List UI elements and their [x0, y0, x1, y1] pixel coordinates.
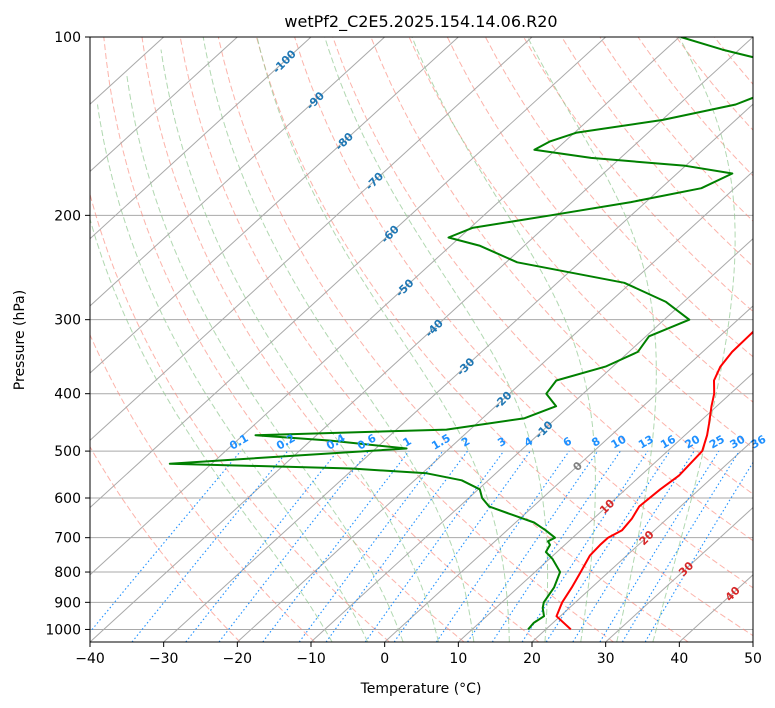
- isotherm: [90, 37, 753, 642]
- plot-frame: [89, 36, 754, 643]
- axis-ticks: −40 −30 −20 −10 0 10 20 30 40 50 100 200 300 400 500 60…: [45, 30, 762, 667]
- isotherm: [384, 305, 753, 642]
- dry-adiabat: [90, 445, 241, 642]
- y-axis-label: Pressure (hPa): [12, 290, 28, 390]
- moist-adiabat: [202, 37, 475, 642]
- isotherm: [90, 37, 238, 173]
- chart-title: wetPf2_C2E5.2025.154.14.06.R20: [284, 12, 557, 32]
- y-tick-label: 200: [54, 208, 81, 224]
- y-tick-label: 1000: [45, 622, 81, 638]
- y-tick-label: 700: [54, 531, 81, 547]
- mixing-ratio-line: [435, 450, 570, 642]
- mixing-ratio-line: [621, 450, 740, 642]
- dry-adiabat: [90, 333, 316, 642]
- series-lines: [168, 37, 753, 631]
- dry-adiabat: [370, 37, 753, 495]
- mixing-ratio-line: [521, 450, 649, 642]
- x-tick-label: −30: [149, 651, 179, 667]
- moist-adiabat: [411, 37, 596, 642]
- isotherm: [605, 506, 753, 642]
- moist-adiabat: [324, 37, 549, 642]
- moist-adiabat: [652, 37, 736, 642]
- mixing-ratio-line: [298, 450, 444, 642]
- mixing-ratio-line: [131, 450, 289, 642]
- x-tick-label: 0: [380, 651, 389, 667]
- mixing-ratio-line: [262, 450, 410, 642]
- x-tick-label: 50: [744, 651, 762, 667]
- y-tick-label: 100: [54, 30, 81, 46]
- isotherm: [90, 37, 459, 374]
- dry-adiabat: [217, 37, 689, 642]
- isotherm: [90, 37, 607, 509]
- mixing-ratio-line: [491, 450, 621, 642]
- isotherm: [90, 37, 533, 442]
- isotherm: [236, 170, 753, 642]
- x-axis-label: Temperature (°C): [360, 681, 482, 697]
- y-tick-label: 800: [54, 565, 81, 581]
- mixing-ratio-line: [572, 450, 695, 642]
- x-tick-label: 30: [597, 651, 615, 667]
- dry-adiabat: [141, 37, 540, 642]
- y-tick-label: 900: [54, 595, 81, 611]
- isotherm: [310, 237, 753, 642]
- y-tick-label: 300: [54, 313, 81, 329]
- mixing-ratio-line: [467, 450, 599, 642]
- y-tick-label: 400: [54, 387, 81, 403]
- moist-adiabat: [126, 72, 404, 642]
- dry-adiabat: [484, 37, 753, 358]
- mixing-ratio-line: [325, 450, 468, 642]
- moist-adiabat: [97, 104, 369, 642]
- dewpoint-profile-line: [168, 37, 753, 631]
- x-tick-label: 40: [670, 651, 688, 667]
- x-tick-label: 10: [449, 651, 467, 667]
- isotherm: [90, 37, 312, 240]
- grid-lines: [90, 37, 753, 642]
- dry-adiabat: [256, 37, 753, 637]
- isotherm: [90, 37, 680, 576]
- mixing-ratio-line: [545, 450, 671, 642]
- isotherm: [457, 372, 753, 642]
- x-tick-label: −20: [223, 651, 253, 667]
- dry-adiabat: [90, 192, 390, 642]
- mixing-ratio-line: [90, 450, 242, 633]
- x-tick-label: −10: [296, 651, 326, 667]
- x-tick-label: 20: [523, 651, 541, 667]
- mixing-ratio-line: [185, 450, 339, 642]
- moist-adiabat: [90, 217, 333, 642]
- dry-adiabat: [408, 37, 753, 449]
- y-tick-label: 600: [54, 491, 81, 507]
- isotherm: [163, 103, 753, 642]
- moist-adiabat: [256, 37, 510, 642]
- isotherm: [752, 641, 753, 642]
- x-tick-label: −40: [75, 651, 105, 667]
- mixing-ratio-line: [393, 450, 531, 642]
- temperature-profile-line: [555, 330, 753, 631]
- mixing-ratio-line: [364, 450, 505, 642]
- y-tick-label: 500: [54, 444, 81, 460]
- isotherm: [531, 439, 753, 642]
- isotherm: [90, 37, 386, 307]
- dry-adiabat: [103, 37, 465, 642]
